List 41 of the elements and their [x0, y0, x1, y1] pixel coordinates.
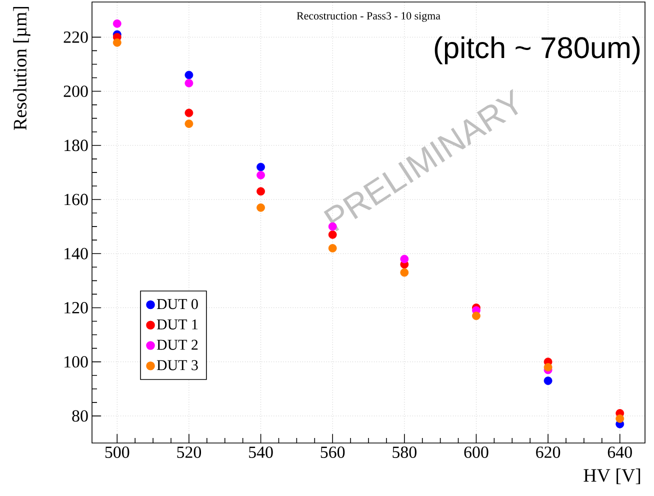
x-tick-label: 520 — [177, 446, 202, 458]
x-tick-label: 600 — [464, 446, 488, 458]
annotation: (pitch ~ 780um) — [434, 36, 640, 64]
point — [112, 19, 122, 28]
point — [256, 203, 265, 212]
point — [256, 170, 265, 180]
legend-label: DUT 0 — [156, 299, 198, 310]
point — [544, 376, 552, 385]
point — [184, 78, 194, 88]
x-tick-label: 500 — [105, 446, 130, 458]
point — [184, 108, 194, 118]
x-tick-label: 580 — [392, 446, 416, 458]
legend-label: DUT 1 — [156, 319, 198, 330]
y-tick-label: 160 — [64, 194, 88, 206]
point — [472, 312, 480, 320]
legend-label: DUT 2 — [156, 340, 198, 350]
y-tick-label: 140 — [64, 248, 88, 260]
y-tick-label: 120 — [64, 302, 88, 314]
point — [616, 414, 624, 423]
point — [112, 38, 122, 47]
y-tick-label: 100 — [64, 356, 88, 368]
point — [400, 268, 409, 277]
point — [400, 254, 409, 264]
point — [184, 70, 194, 80]
x-axis-title: HV [V] — [584, 468, 640, 484]
y-tick-label: 220 — [64, 31, 88, 43]
y-axis-title: Resolution [µm] — [13, 6, 30, 130]
text: Recostruction - Pass3 - 10 sigma — [296, 12, 440, 22]
y-tick-label: 180 — [64, 140, 88, 152]
y-tick-label: 200 — [64, 86, 88, 97]
legend-label: DUT 3 — [156, 360, 198, 370]
point — [328, 244, 337, 252]
point — [256, 187, 265, 196]
x-tick-label: 560 — [320, 446, 345, 458]
point — [544, 363, 552, 372]
x-tick-label: 620 — [536, 446, 560, 458]
point — [256, 162, 265, 172]
y-tick-label: 80 — [72, 410, 88, 422]
x-tick-label: 540 — [249, 446, 273, 458]
point — [184, 120, 194, 128]
x-tick-label: 640 — [608, 446, 632, 458]
